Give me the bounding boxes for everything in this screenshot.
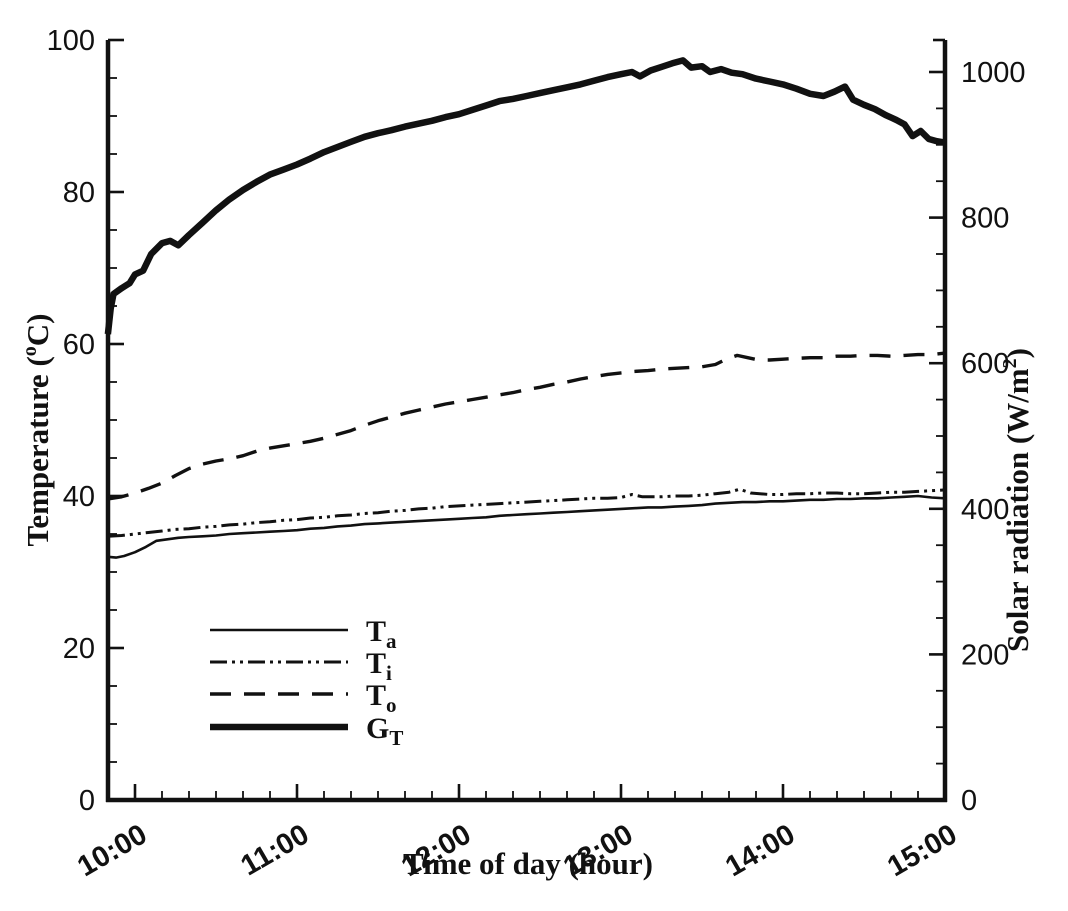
y-right-tick-label: 1000 bbox=[961, 57, 1026, 89]
y-right-title-superscript: 2 bbox=[999, 358, 1021, 368]
series-line-GT bbox=[104, 57, 946, 335]
legend-label-main: T bbox=[366, 679, 386, 712]
y-left-tick-label: 40 bbox=[63, 481, 95, 513]
series-line-Ti bbox=[107, 487, 946, 538]
y-left-tick-label: 20 bbox=[63, 633, 95, 665]
y-left-tick-label: 100 bbox=[47, 25, 95, 57]
legend-label-main: T bbox=[366, 647, 386, 680]
legend-label-Ta: Ta bbox=[366, 615, 397, 653]
y-left-tick-label: 0 bbox=[79, 785, 95, 817]
legend-label-To: To bbox=[366, 679, 397, 717]
series-line-To bbox=[107, 351, 946, 501]
y-left-title-prefix: Temperature ( bbox=[20, 356, 55, 546]
x-axis-title: Time of day (hour) bbox=[403, 846, 653, 881]
legend-label-subscript: o bbox=[386, 693, 397, 717]
y-left-tick-label: 60 bbox=[63, 329, 95, 361]
legend-label-Ti: Ti bbox=[366, 647, 392, 685]
y-right-title-suffix: ) bbox=[1000, 348, 1035, 358]
y-right-title-prefix: Solar radiation (W/m bbox=[1000, 368, 1035, 652]
x-tick-label: 11:00 bbox=[236, 818, 315, 882]
y-right-tick-label: 800 bbox=[961, 203, 1009, 235]
legend-label-subscript: a bbox=[386, 629, 397, 653]
data-curves bbox=[104, 57, 946, 559]
legend-label-main: T bbox=[366, 615, 386, 648]
y-left-tick-label: 80 bbox=[63, 177, 95, 209]
x-tick-label: 10:00 bbox=[72, 818, 152, 883]
y-left-title-suffix: C) bbox=[20, 314, 55, 347]
x-tick-label: 14:00 bbox=[720, 818, 800, 883]
y-axis-title-left: Temperature (oC) bbox=[19, 314, 55, 547]
x-tick-label: 15:00 bbox=[882, 818, 962, 883]
y-right-tick-label: 600 bbox=[961, 348, 1009, 380]
y-axis-title-right: Solar radiation (W/m2) bbox=[999, 348, 1035, 652]
legend-label-subscript: i bbox=[386, 661, 392, 685]
y-left-title-superscript: o bbox=[19, 346, 41, 356]
legend-label-GT: GT bbox=[366, 712, 403, 750]
legend-label-subscript: T bbox=[389, 726, 403, 750]
series-line-Ta bbox=[107, 494, 946, 559]
tick-labels: 10:00 11:00 12:00 13:00 14:00 15:000204060801… bbox=[47, 25, 1026, 883]
y-right-tick-label: 0 bbox=[961, 785, 977, 817]
axes bbox=[105, 38, 948, 803]
y-right-tick-label: 200 bbox=[961, 639, 1009, 671]
y-right-tick-label: 400 bbox=[961, 494, 1009, 526]
legend-label-main: G bbox=[366, 712, 389, 745]
